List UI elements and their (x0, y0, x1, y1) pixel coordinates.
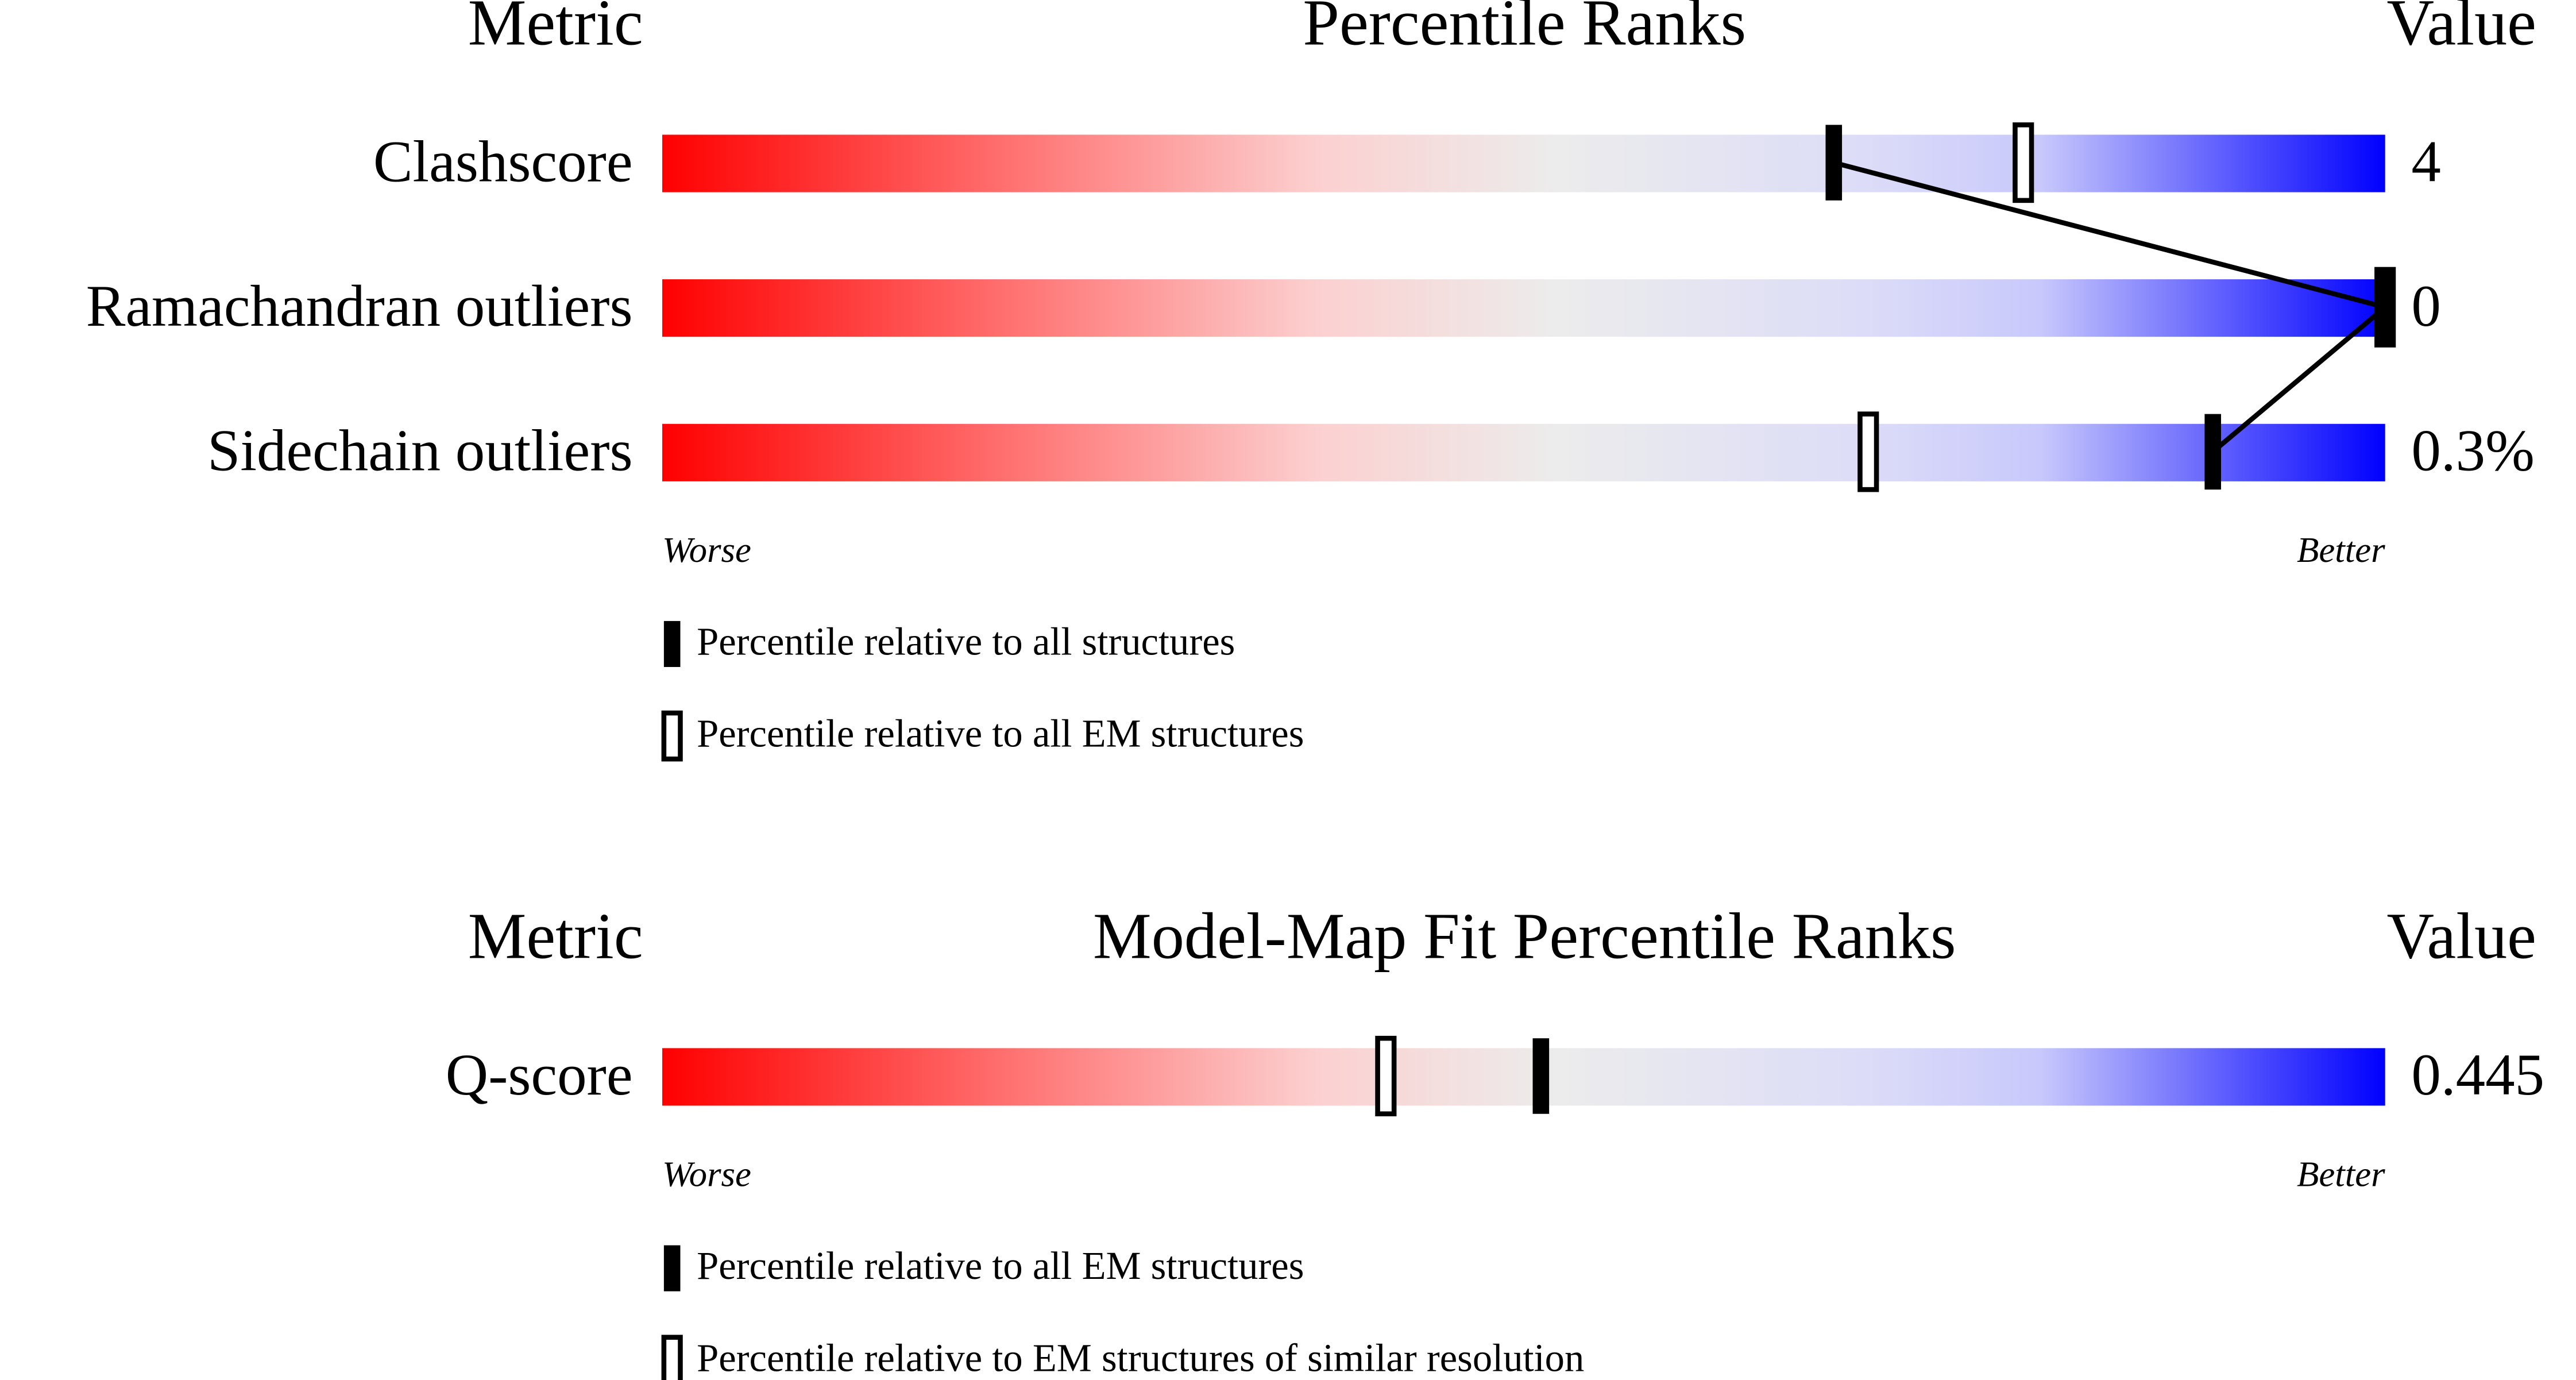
worse-label: Worse (662, 1154, 751, 1194)
metric-label: Ramachandran outliers (86, 273, 633, 339)
marker-em (2013, 122, 2034, 203)
metric-header: Metric (468, 0, 643, 59)
metric-label: Sidechain outliers (207, 418, 632, 484)
marker-em (1857, 411, 1879, 492)
legend-label: Percentile relative to all EM structures (697, 712, 1304, 755)
legend-swatch (663, 620, 681, 667)
slider-bar (662, 1048, 2385, 1106)
marker-all (1532, 1038, 1550, 1114)
legend-label: Percentile relative to all structures (697, 620, 1235, 664)
legend-swatch (663, 1245, 681, 1292)
marker-all (2204, 414, 2221, 490)
worse-label: Worse (662, 530, 751, 570)
metric-label: Q-score (446, 1042, 633, 1108)
slider-bar (662, 279, 2385, 337)
metric-value: 0 (2411, 273, 2440, 339)
value-header: Value (2387, 0, 2536, 59)
metric-label: Clashscore (373, 129, 633, 194)
chart-title: Model-Map Fit Percentile Ranks (1093, 900, 1956, 973)
legend-label: Percentile relative to all EM structures (697, 1244, 1304, 1288)
marker-all (1825, 125, 1843, 201)
legend-swatch (661, 710, 683, 762)
value-header: Value (2387, 900, 2536, 973)
legend-swatch (661, 1335, 683, 1380)
metric-value: 0.445 (2411, 1042, 2544, 1108)
better-label: Better (2297, 530, 2385, 570)
legend-label: Percentile relative to EM structures of … (697, 1336, 1584, 1379)
metric-value: 0.3% (2411, 418, 2534, 484)
marker-em (1375, 1035, 1397, 1117)
slider-bar (662, 134, 2385, 192)
slider-bar (662, 423, 2385, 481)
metric-header: Metric (468, 900, 643, 973)
chart-title: Percentile Ranks (1303, 0, 1746, 59)
better-label: Better (2297, 1154, 2385, 1194)
metric-value: 4 (2411, 129, 2440, 194)
marker-all (2377, 269, 2393, 345)
